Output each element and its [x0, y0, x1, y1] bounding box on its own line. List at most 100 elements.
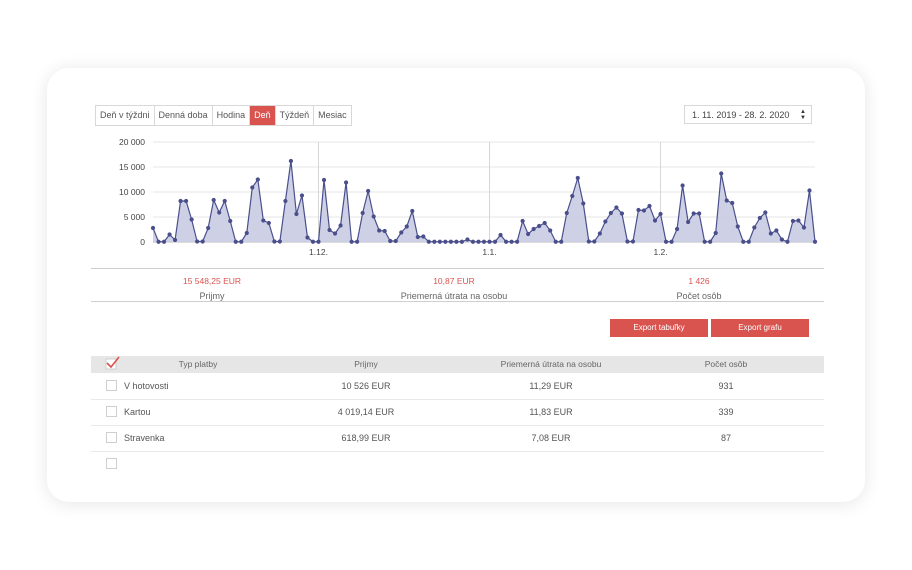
- data-point[interactable]: [548, 228, 553, 233]
- export-table-button[interactable]: Export tabuľky: [610, 319, 708, 337]
- data-point[interactable]: [586, 239, 591, 244]
- data-point[interactable]: [399, 230, 404, 235]
- data-point[interactable]: [211, 197, 216, 203]
- data-point[interactable]: [641, 208, 647, 213]
- data-point[interactable]: [807, 188, 812, 193]
- data-point[interactable]: [288, 158, 294, 164]
- data-point[interactable]: [702, 239, 707, 244]
- data-point[interactable]: [355, 239, 360, 244]
- data-point[interactable]: [498, 232, 503, 238]
- tab-hour[interactable]: Hodina: [212, 106, 251, 125]
- data-point[interactable]: [476, 239, 481, 244]
- row-checkbox[interactable]: [106, 406, 117, 417]
- data-point[interactable]: [674, 226, 680, 232]
- data-point[interactable]: [719, 171, 724, 176]
- data-point[interactable]: [294, 211, 299, 217]
- data-point[interactable]: [200, 239, 205, 244]
- row-checkbox[interactable]: [106, 432, 117, 443]
- data-point[interactable]: [801, 225, 807, 230]
- data-point[interactable]: [332, 231, 338, 236]
- data-point[interactable]: [310, 239, 316, 244]
- check-all-icon[interactable]: [105, 356, 121, 370]
- data-point[interactable]: [239, 239, 244, 244]
- data-point[interactable]: [697, 211, 702, 216]
- data-point[interactable]: [564, 210, 569, 216]
- data-point[interactable]: [537, 223, 542, 229]
- data-point[interactable]: [250, 185, 255, 190]
- data-point[interactable]: [393, 238, 398, 244]
- data-point[interactable]: [261, 218, 266, 223]
- data-point[interactable]: [614, 205, 619, 210]
- data-point[interactable]: [553, 239, 558, 244]
- data-point[interactable]: [812, 239, 818, 244]
- data-point[interactable]: [338, 223, 343, 228]
- data-point[interactable]: [382, 228, 387, 234]
- data-point[interactable]: [377, 228, 382, 233]
- data-point[interactable]: [266, 220, 271, 226]
- data-point[interactable]: [658, 211, 663, 217]
- data-point[interactable]: [189, 217, 194, 222]
- data-point[interactable]: [437, 239, 442, 244]
- data-point[interactable]: [481, 239, 487, 244]
- data-point[interactable]: [255, 177, 260, 182]
- data-point[interactable]: [465, 237, 470, 242]
- data-point[interactable]: [448, 239, 453, 244]
- tab-time-of-day[interactable]: Denná doba: [154, 106, 213, 125]
- data-point[interactable]: [669, 239, 674, 244]
- data-point[interactable]: [509, 239, 514, 244]
- data-point[interactable]: [277, 239, 282, 244]
- data-point[interactable]: [581, 201, 586, 206]
- data-point[interactable]: [652, 218, 658, 223]
- data-point[interactable]: [172, 237, 178, 243]
- data-point[interactable]: [492, 239, 498, 244]
- data-point[interactable]: [526, 231, 531, 237]
- data-point[interactable]: [630, 239, 636, 244]
- data-point[interactable]: [244, 230, 249, 236]
- tab-day[interactable]: Deň: [250, 106, 276, 125]
- data-point[interactable]: [592, 239, 597, 244]
- data-point[interactable]: [686, 219, 691, 225]
- data-point[interactable]: [680, 183, 685, 188]
- data-point[interactable]: [757, 215, 762, 221]
- data-point[interactable]: [625, 239, 630, 244]
- data-point[interactable]: [222, 198, 227, 204]
- data-point[interactable]: [713, 230, 718, 236]
- data-point[interactable]: [708, 239, 713, 244]
- data-point[interactable]: [636, 207, 641, 213]
- data-point[interactable]: [316, 239, 321, 244]
- data-point[interactable]: [371, 214, 376, 219]
- data-point[interactable]: [299, 193, 305, 198]
- data-point[interactable]: [432, 239, 437, 244]
- data-point[interactable]: [228, 218, 233, 224]
- data-point[interactable]: [150, 225, 156, 231]
- data-point[interactable]: [768, 231, 773, 236]
- data-point[interactable]: [597, 231, 602, 236]
- data-point[interactable]: [443, 239, 448, 244]
- data-point[interactable]: [184, 198, 189, 204]
- data-point[interactable]: [305, 235, 310, 240]
- data-point[interactable]: [327, 227, 332, 233]
- data-point[interactable]: [503, 239, 509, 244]
- data-point[interactable]: [487, 239, 492, 244]
- data-point[interactable]: [570, 193, 575, 199]
- data-point[interactable]: [790, 218, 796, 224]
- data-point[interactable]: [779, 237, 785, 242]
- data-point[interactable]: [741, 239, 746, 244]
- tab-month[interactable]: Mesiac: [314, 106, 351, 125]
- data-point[interactable]: [647, 203, 652, 209]
- tab-week[interactable]: Týždeň: [275, 106, 315, 125]
- row-checkbox[interactable]: [106, 458, 117, 469]
- data-point[interactable]: [360, 210, 365, 216]
- data-point[interactable]: [459, 239, 465, 244]
- data-point[interactable]: [515, 239, 520, 244]
- data-point[interactable]: [321, 177, 327, 183]
- export-chart-button[interactable]: Export grafu: [711, 319, 809, 337]
- data-point[interactable]: [691, 211, 696, 216]
- data-point[interactable]: [283, 198, 288, 204]
- data-point[interactable]: [531, 226, 536, 232]
- tab-day-of-week[interactable]: Deň v týždni: [96, 106, 155, 125]
- row-checkbox[interactable]: [106, 380, 117, 391]
- data-point[interactable]: [410, 208, 415, 214]
- data-point[interactable]: [774, 228, 779, 233]
- data-point[interactable]: [178, 198, 183, 204]
